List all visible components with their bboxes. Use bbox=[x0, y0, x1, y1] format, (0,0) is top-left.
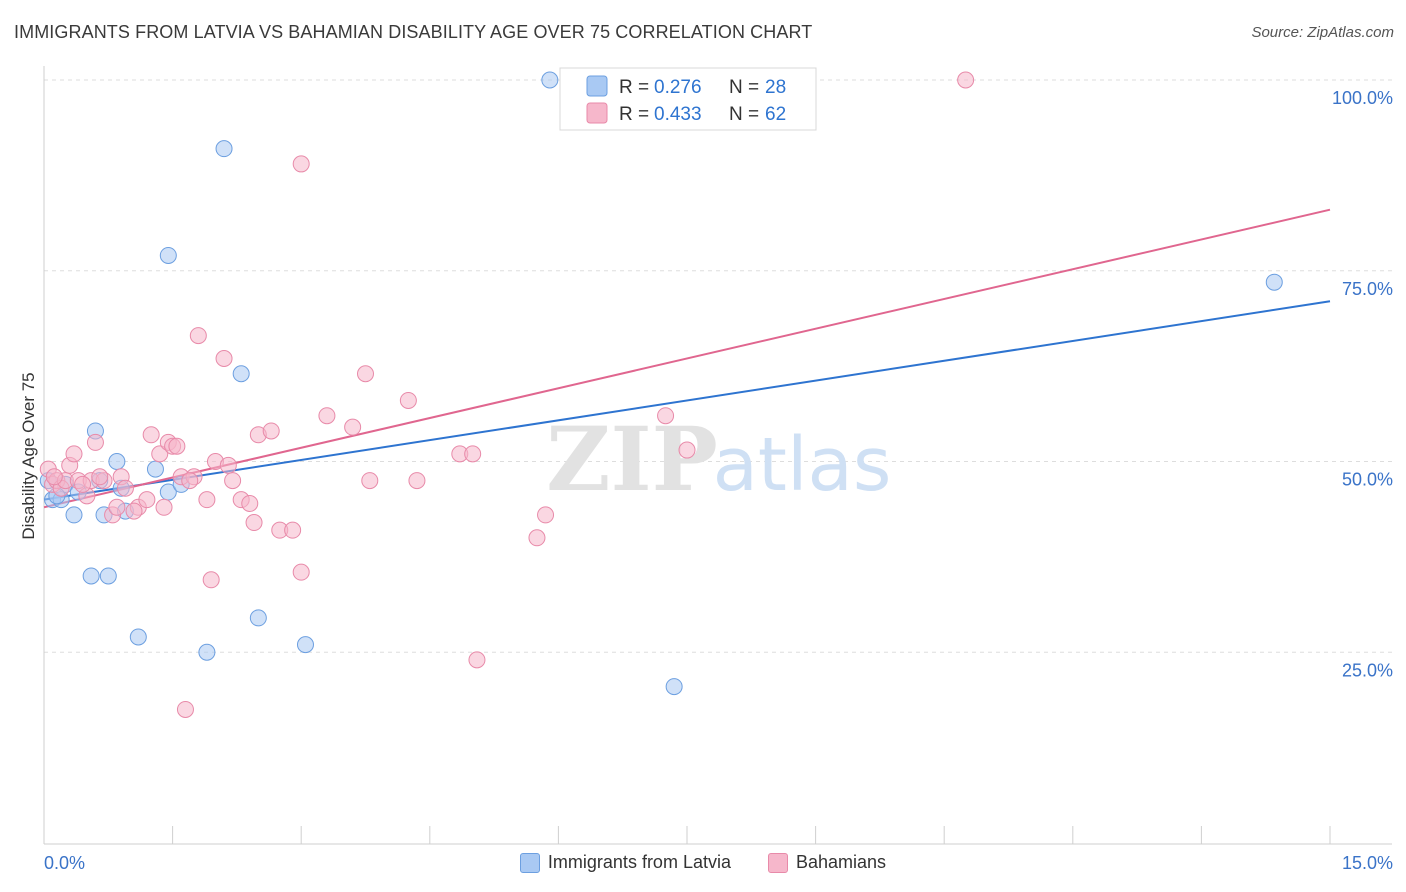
point-bahamians bbox=[91, 468, 109, 486]
point-bahamians bbox=[142, 426, 160, 444]
point-latvia bbox=[99, 567, 117, 585]
point-latvia bbox=[296, 636, 314, 654]
legend-r-label-bahamians: R = bbox=[619, 104, 649, 125]
source-label: Source: ZipAtlas.com bbox=[1251, 24, 1394, 41]
point-bahamians bbox=[361, 472, 379, 490]
point-latvia bbox=[159, 246, 177, 264]
point-bahamians bbox=[292, 563, 310, 581]
y-tick-label: 25.0% bbox=[1342, 660, 1393, 680]
legend-r-label-latvia: R = bbox=[619, 77, 649, 98]
point-bahamians bbox=[284, 521, 302, 539]
y-tick-label: 75.0% bbox=[1342, 279, 1393, 299]
point-bahamians bbox=[189, 327, 207, 345]
point-bahamians bbox=[957, 71, 975, 89]
point-latvia bbox=[232, 365, 250, 383]
point-latvia bbox=[82, 567, 100, 585]
point-bahamians bbox=[224, 472, 242, 490]
legend-bottom-swatch-latvia bbox=[519, 852, 540, 873]
point-latvia bbox=[215, 140, 233, 158]
point-bahamians bbox=[357, 365, 374, 383]
point-bahamians bbox=[678, 441, 696, 459]
watermark: ZIP atlas bbox=[546, 407, 891, 511]
point-bahamians bbox=[464, 445, 482, 463]
point-latvia bbox=[146, 460, 164, 478]
legend-bottom-swatch-bahamians bbox=[768, 852, 788, 873]
y-axis-label-group: Disability Age Over 75 bbox=[19, 372, 38, 539]
legend-swatch-latvia bbox=[586, 75, 608, 97]
point-latvia bbox=[249, 609, 267, 627]
point-bahamians bbox=[125, 502, 143, 520]
point-bahamians bbox=[202, 571, 220, 589]
x-tick-label: 15.0% bbox=[1342, 853, 1393, 873]
watermark-atlas: atlas bbox=[713, 422, 892, 508]
point-latvia bbox=[198, 643, 216, 661]
point-bahamians bbox=[468, 651, 486, 669]
point-bahamians bbox=[151, 445, 169, 463]
y-tick-label: 50.0% bbox=[1342, 470, 1393, 490]
point-bahamians bbox=[344, 418, 362, 436]
point-bahamians bbox=[292, 155, 310, 173]
point-latvia bbox=[1265, 273, 1283, 291]
point-bahamians bbox=[399, 391, 417, 409]
point-bahamians bbox=[168, 437, 186, 455]
point-latvia bbox=[665, 678, 683, 696]
point-bahamians bbox=[65, 445, 83, 463]
legend-bottom: Immigrants from Latvia Bahamians bbox=[0, 852, 1406, 878]
point-bahamians bbox=[241, 494, 259, 512]
y-tick-label: 100.0% bbox=[1332, 88, 1393, 108]
legend-bottom-label-bahamians: Bahamians bbox=[796, 852, 887, 872]
point-bahamians bbox=[155, 498, 173, 516]
legend-n-label-bahamians: N = bbox=[729, 104, 759, 125]
grid bbox=[44, 79, 1392, 653]
axes: 25.0% 50.0% 75.0% 100.0% 0.0% 15.0% bbox=[43, 66, 1393, 873]
watermark-zip: ZIP bbox=[546, 407, 718, 511]
data-points bbox=[39, 71, 1283, 718]
point-bahamians bbox=[537, 506, 555, 524]
point-bahamians bbox=[86, 433, 104, 451]
point-bahamians bbox=[116, 479, 134, 497]
legend-n-value-bahamians: 62 bbox=[765, 104, 786, 125]
legend-n-label-latvia: N = bbox=[729, 77, 759, 98]
point-bahamians bbox=[45, 468, 63, 486]
legend-n-value-latvia: 28 bbox=[765, 77, 786, 98]
point-bahamians bbox=[74, 475, 92, 493]
point-bahamians bbox=[176, 700, 194, 718]
legend-bottom-label-latvia: Immigrants from Latvia bbox=[547, 852, 731, 872]
point-latvia bbox=[541, 71, 559, 89]
trend-lines bbox=[43, 208, 1331, 509]
legend-item-latvia: Immigrants from Latvia bbox=[519, 852, 731, 873]
legend-item-bahamians: Bahamians bbox=[768, 852, 886, 873]
point-bahamians bbox=[245, 514, 263, 532]
point-latvia bbox=[108, 453, 126, 470]
trend-line-bahamians bbox=[43, 208, 1331, 509]
point-bahamians bbox=[408, 472, 426, 490]
legend-r-value-bahamians: 0.433 bbox=[654, 104, 702, 125]
y-axis-label: Disability Age Over 75 bbox=[19, 372, 38, 539]
trend-line-latvia bbox=[43, 300, 1331, 501]
legend-stats: R = 0.276 N = 28 R = 0.433 N = 62 bbox=[559, 67, 817, 131]
legend-r-value-latvia: 0.276 bbox=[654, 77, 702, 98]
point-bahamians bbox=[262, 422, 280, 440]
point-bahamians bbox=[219, 456, 237, 474]
point-latvia bbox=[65, 506, 83, 524]
x-tick-label: 0.0% bbox=[44, 853, 85, 873]
legend-swatch-bahamians bbox=[586, 102, 608, 124]
point-bahamians bbox=[318, 407, 336, 425]
point-bahamians bbox=[181, 472, 199, 490]
point-latvia bbox=[129, 628, 147, 646]
point-bahamians bbox=[657, 407, 675, 425]
point-bahamians bbox=[198, 491, 216, 509]
point-bahamians bbox=[108, 498, 126, 516]
point-bahamians bbox=[215, 349, 233, 367]
point-bahamians bbox=[138, 491, 156, 509]
point-bahamians bbox=[528, 529, 546, 547]
chart-title: IMMIGRANTS FROM LATVIA VS BAHAMIAN DISAB… bbox=[14, 22, 813, 42]
